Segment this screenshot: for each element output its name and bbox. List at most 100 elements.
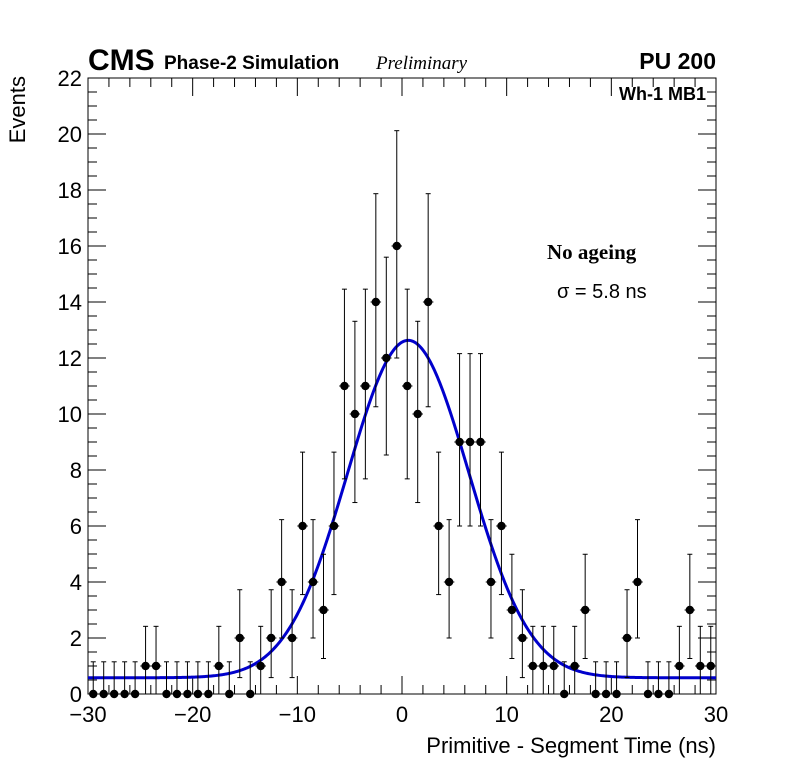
y-tick-label: 10 [58, 402, 82, 427]
data-point [265, 589, 277, 679]
data-marker [235, 633, 244, 643]
data-point [108, 661, 120, 699]
x-tick-label: 30 [704, 702, 728, 727]
data-point [161, 661, 172, 699]
data-point [653, 661, 664, 699]
data-point [98, 661, 109, 699]
data-marker [476, 437, 485, 447]
data-point [276, 519, 287, 639]
data-marker [612, 689, 621, 699]
data-point [548, 625, 559, 695]
data-marker [570, 661, 579, 671]
data-marker [706, 661, 715, 671]
data-marker [225, 689, 234, 699]
data-marker [319, 605, 328, 615]
data-marker [266, 633, 276, 643]
data-marker [696, 661, 705, 671]
data-point [506, 553, 518, 659]
data-marker [308, 577, 318, 587]
data-marker [423, 297, 433, 307]
data-marker [193, 689, 203, 699]
data-point [171, 661, 183, 699]
data-point [245, 661, 256, 699]
data-point [203, 661, 214, 699]
data-point [381, 256, 392, 456]
data-point [632, 519, 643, 639]
data-point [611, 661, 622, 699]
x-tick-label: −10 [279, 702, 316, 727]
data-marker [486, 577, 496, 587]
data-marker [403, 381, 412, 391]
pileup-label: PU 200 [639, 48, 716, 74]
data-marker [277, 577, 286, 587]
y-tick-label: 6 [70, 514, 82, 539]
data-point [129, 661, 141, 699]
x-tick-label: 20 [599, 702, 623, 727]
data-marker [675, 661, 684, 671]
data-marker [685, 605, 695, 615]
data-marker [214, 661, 224, 671]
data-point [234, 589, 245, 679]
data-point [433, 451, 444, 596]
data-point [705, 625, 716, 695]
data-marker [89, 689, 98, 699]
x-axis-title: Primitive - Segment Time (ns) [426, 733, 716, 758]
data-marker [130, 689, 140, 699]
data-marker [633, 577, 642, 587]
y-tick-label: 2 [70, 626, 82, 651]
data-marker [256, 661, 265, 671]
data-marker [246, 689, 255, 699]
data-marker [151, 661, 161, 671]
data-marker [560, 689, 569, 699]
data-marker [465, 437, 475, 447]
data-marker [109, 689, 119, 699]
x-tick-label: −20 [174, 702, 211, 727]
y-tick-label: 8 [70, 458, 82, 483]
data-marker [455, 437, 464, 447]
data-marker [141, 661, 150, 671]
data-point [140, 625, 151, 695]
data-point [370, 193, 382, 408]
data-point [391, 130, 402, 359]
data-marker [371, 297, 381, 307]
data-point [443, 519, 455, 639]
data-point [517, 589, 528, 679]
data-points-layer [88, 130, 716, 699]
data-marker [549, 661, 558, 671]
data-point [538, 625, 549, 695]
data-point [255, 625, 266, 695]
data-point [496, 451, 507, 596]
data-point [642, 661, 654, 699]
data-marker [298, 521, 307, 531]
y-axis-title: Events [5, 76, 30, 143]
data-point [328, 451, 340, 596]
data-marker [340, 381, 349, 391]
data-marker [444, 577, 454, 587]
data-point [559, 661, 570, 699]
data-marker [413, 409, 422, 419]
data-marker [528, 661, 538, 671]
data-point [674, 625, 685, 695]
y-tick-label: 0 [70, 682, 82, 707]
data-point [297, 451, 308, 596]
y-tick-label: 16 [58, 234, 82, 259]
simulation-label: Phase-2 Simulation [164, 53, 339, 74]
data-marker [643, 689, 653, 699]
data-point [150, 625, 162, 695]
data-marker [162, 689, 171, 699]
data-point [360, 288, 371, 480]
data-point [224, 661, 235, 699]
data-marker [654, 689, 663, 699]
y-tick-label: 4 [70, 570, 82, 595]
data-point [88, 661, 99, 699]
axis-ticks: −30 −20 −10 0 10 20 30 0 2 4 6 8 10 12 14 16 18 20 22 [58, 66, 729, 727]
sigma-label: σ = 5.8 ns [557, 281, 647, 303]
data-point [192, 661, 204, 699]
data-marker [204, 689, 213, 699]
data-marker [434, 521, 443, 531]
data-point [695, 625, 706, 695]
data-point [569, 625, 580, 695]
data-point [684, 553, 696, 659]
data-point [485, 519, 497, 639]
data-point [579, 553, 591, 659]
